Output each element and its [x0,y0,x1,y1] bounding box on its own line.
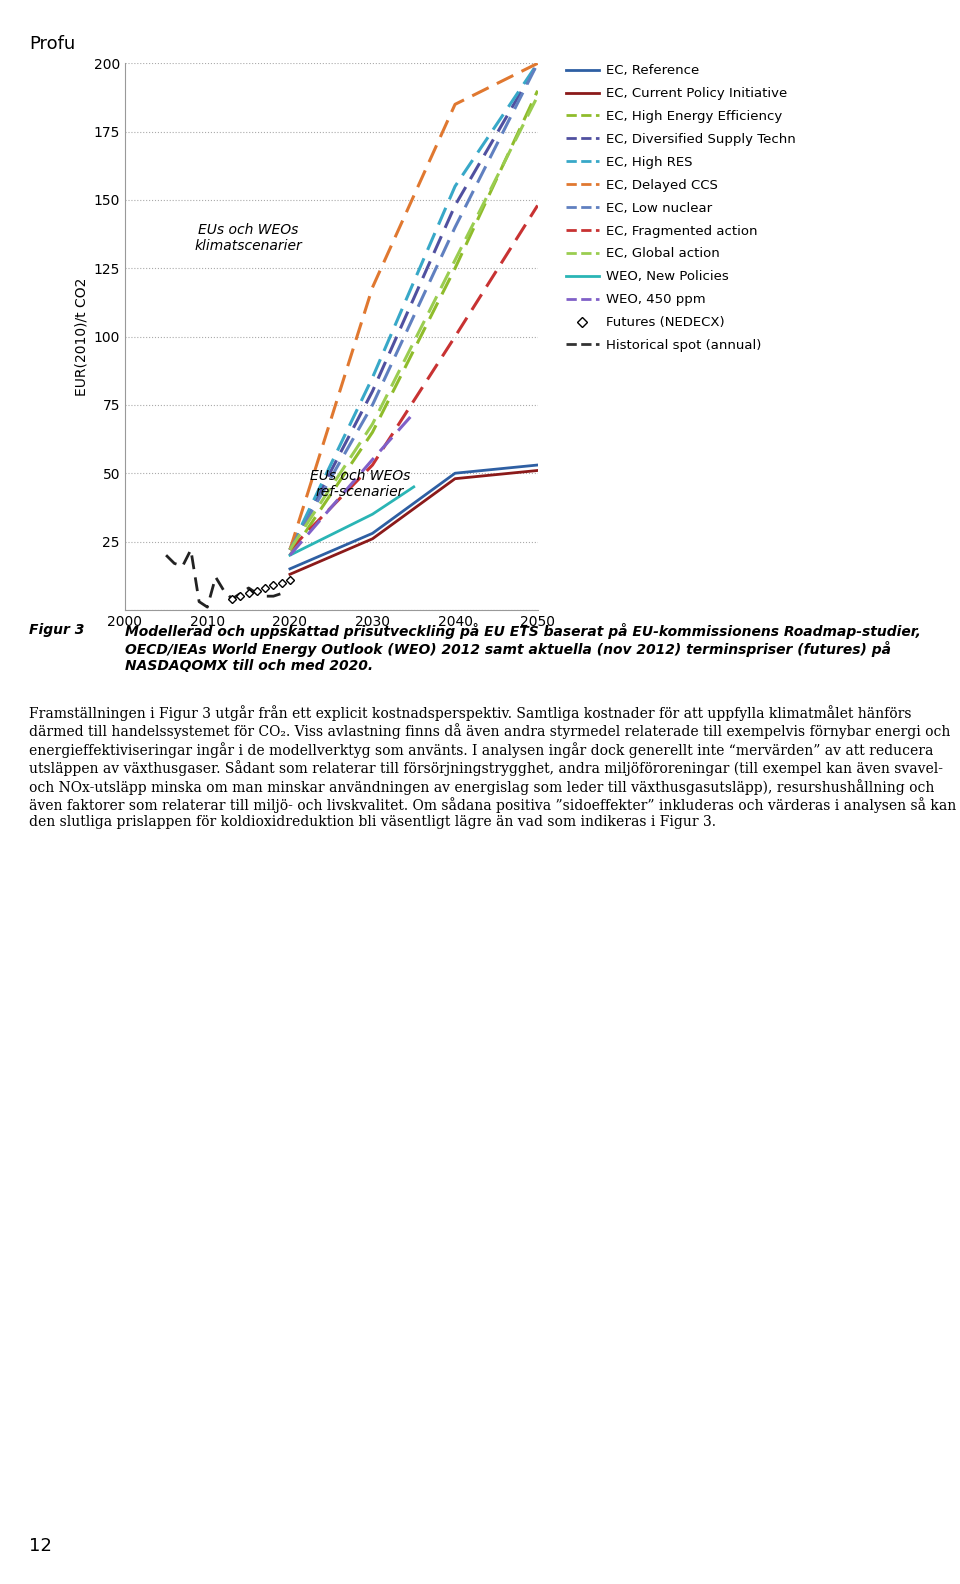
Text: EUs och WEOs
klimatscenarier: EUs och WEOs klimatscenarier [195,223,302,253]
Y-axis label: EUR(2010)/t CO2: EUR(2010)/t CO2 [74,277,88,396]
Legend: EC, Reference, EC, Current Policy Initiative, EC, High Energy Efficiency, EC, Di: EC, Reference, EC, Current Policy Initia… [561,59,801,358]
Text: Profu: Profu [29,35,75,52]
Text: 12: 12 [29,1538,52,1555]
Text: Modellerad och uppskattad prisutveckling på EU ETS baserat på EU-kommissionens R: Modellerad och uppskattad prisutveckling… [125,623,921,673]
Text: Figur 3: Figur 3 [29,623,84,637]
Text: EUs och WEOs
ref-scenarier: EUs och WEOs ref-scenarier [310,469,410,499]
Text: Framställningen i Figur 3 utgår från ett explicit kostnadsperspektiv. Samtliga k: Framställningen i Figur 3 utgår från ett… [29,705,956,828]
